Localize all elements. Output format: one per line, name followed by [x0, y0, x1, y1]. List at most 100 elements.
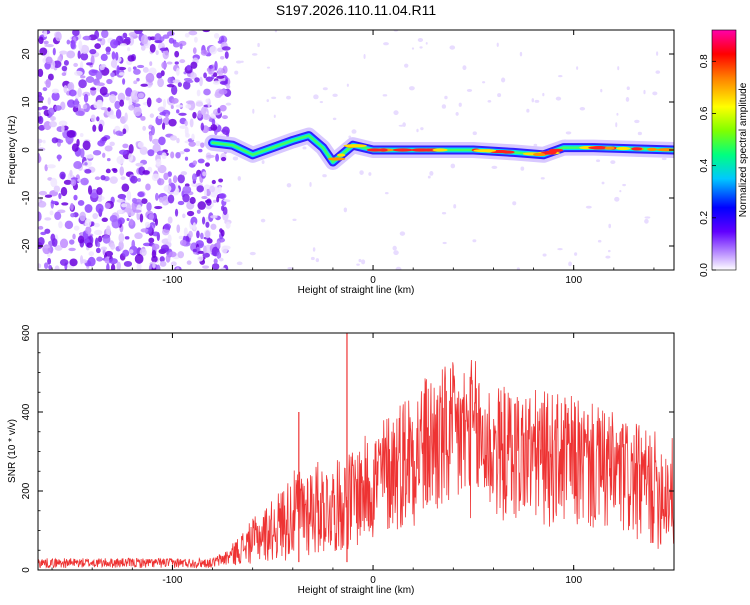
noise-blob: [118, 149, 128, 155]
noise-blob: [192, 111, 197, 119]
noise-blob: [220, 156, 227, 162]
noise-blob: [59, 238, 69, 249]
noise-blob: [77, 199, 85, 206]
noise-blob: [120, 176, 126, 181]
noise-blob: [38, 211, 42, 222]
noise-blob: [116, 261, 121, 270]
noise-dot: [644, 218, 649, 224]
noise-blob: [102, 152, 106, 158]
noise-blob: [182, 185, 192, 194]
noise-blob: [94, 30, 100, 40]
noise-dot: [652, 91, 658, 96]
noise-blob: [167, 216, 173, 224]
noise-blob: [101, 136, 108, 142]
noise-blob: [79, 255, 84, 265]
snr-series-line: [38, 360, 674, 569]
noise-blob: [134, 253, 144, 264]
noise-blob: [125, 96, 130, 101]
noise-blob: [106, 78, 113, 85]
noise-blob: [133, 80, 138, 85]
noise-blob: [90, 87, 97, 91]
noise-dot: [252, 108, 255, 114]
noise-blob: [122, 78, 126, 85]
noise-dot: [266, 66, 271, 69]
colorbar-tick-label: 0.4: [699, 158, 710, 172]
noise-blob: [194, 77, 200, 83]
noise-dot: [358, 258, 362, 263]
noise-blob: [152, 143, 161, 153]
ridge-hotspot: [603, 146, 615, 150]
noise-blob: [94, 176, 101, 180]
noise-blob: [163, 223, 171, 230]
noise-blob: [80, 177, 89, 186]
noise-blob: [144, 221, 151, 228]
noise-blob: [202, 252, 210, 258]
noise-blob: [195, 101, 204, 107]
noise-blob: [77, 50, 81, 60]
noise-blob: [178, 112, 187, 116]
noise-blob: [137, 141, 144, 148]
noise-blob: [127, 47, 131, 52]
noise-blob: [158, 136, 166, 146]
noise-blob: [134, 232, 143, 240]
noise-blob: [140, 115, 146, 121]
noise-blob: [38, 190, 48, 196]
noise-dot: [617, 66, 620, 71]
noise-blob: [167, 76, 175, 84]
noise-blob: [162, 201, 167, 206]
ridge-hotspot: [656, 148, 674, 152]
noise-blob: [166, 83, 175, 88]
noise-blob: [122, 32, 128, 39]
noise-dot: [533, 143, 538, 147]
noise-blob: [50, 115, 57, 121]
noise-blob: [156, 264, 161, 270]
noise-dot: [392, 245, 397, 251]
noise-dot: [419, 46, 423, 49]
noise-blob: [147, 149, 155, 157]
noise-blob: [212, 199, 217, 203]
noise-blob: [215, 153, 220, 162]
y-tick-label: 0: [21, 567, 32, 573]
noise-blob: [192, 248, 197, 253]
noise-blob: [159, 111, 167, 116]
noise-dot: [644, 216, 651, 219]
noise-dot: [615, 122, 618, 128]
noise-blob: [100, 53, 108, 62]
spectrogram-xlabel: Height of straight line (km): [298, 285, 415, 296]
noise-dot: [237, 176, 242, 181]
noise-blob: [176, 109, 180, 114]
noise-blob: [216, 75, 225, 79]
noise-blob: [137, 92, 145, 99]
noise-dot: [608, 223, 612, 229]
noise-blob: [101, 217, 108, 222]
noise-blob: [201, 216, 206, 225]
noise-dot: [286, 183, 292, 188]
noise-blob: [128, 31, 138, 37]
noise-dot: [332, 93, 338, 98]
noise-blob: [48, 265, 53, 270]
noise-blob: [80, 52, 89, 61]
noise-blob: [98, 235, 103, 243]
noise-blob: [140, 228, 149, 233]
noise-blob: [168, 251, 177, 258]
noise-blob: [218, 193, 227, 199]
noise-dot: [223, 199, 229, 202]
noise-blob: [184, 32, 190, 38]
noise-blob: [205, 230, 211, 238]
noise-blob: [205, 98, 210, 104]
noise-blob: [82, 140, 91, 151]
noise-dot: [444, 95, 448, 100]
noise-blob: [110, 263, 116, 270]
noise-blob: [97, 197, 102, 203]
noise-blob: [208, 65, 214, 69]
noise-blob: [151, 231, 160, 237]
noise-dot: [442, 241, 447, 245]
noise-blob: [128, 104, 135, 111]
noise-blob: [87, 256, 96, 267]
noise-blob: [48, 107, 55, 116]
noise-blob: [38, 124, 45, 131]
y-tick-label: 600: [21, 324, 32, 341]
noise-blob: [41, 105, 48, 110]
noise-blob: [178, 151, 185, 155]
noise-dot: [399, 231, 406, 236]
